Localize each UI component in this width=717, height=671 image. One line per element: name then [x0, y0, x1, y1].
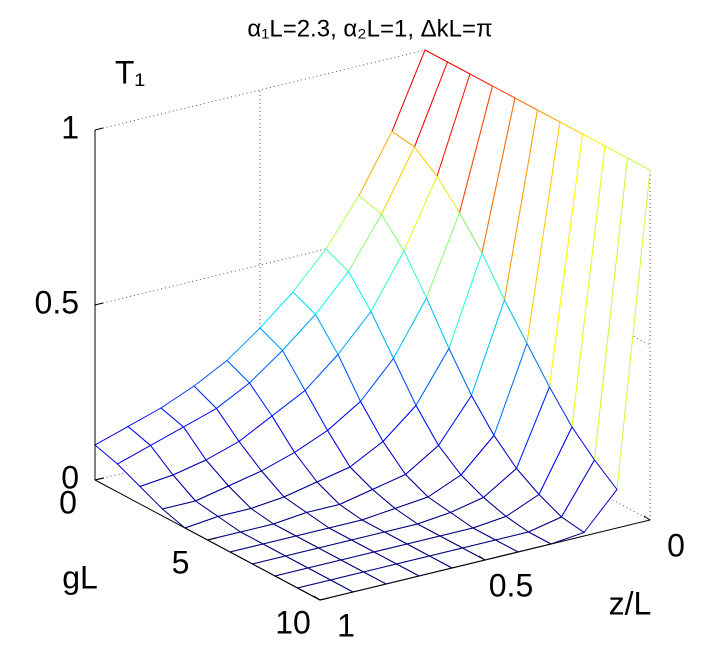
x-axis-label: z/L	[609, 585, 652, 621]
tick-mark	[313, 595, 321, 601]
tick-mark	[319, 597, 330, 601]
z-tick-label: 0.5	[35, 284, 79, 320]
y-tick-label: 5	[172, 544, 190, 580]
tick-mark	[94, 477, 105, 481]
chart-title: α₁L=2.3, α₂L=1, ΔkL=π	[247, 15, 492, 42]
y-axis-label: gL	[62, 559, 98, 595]
x-tick-label: 0.5	[489, 567, 533, 603]
tick-mark	[643, 515, 651, 521]
x-tick-label: 1	[337, 607, 355, 643]
y-tick-label: 10	[275, 604, 311, 640]
z-tick-label: 0	[61, 459, 79, 495]
z-tick-label: 1	[61, 109, 79, 145]
z-axis-label: T₁	[115, 54, 145, 90]
x-tick-label: 0	[667, 527, 685, 563]
y-tick-label: 0	[59, 484, 77, 520]
tick-mark	[478, 555, 486, 561]
tick-mark	[94, 302, 104, 306]
tick-mark	[207, 537, 217, 541]
tick-mark	[94, 127, 104, 131]
